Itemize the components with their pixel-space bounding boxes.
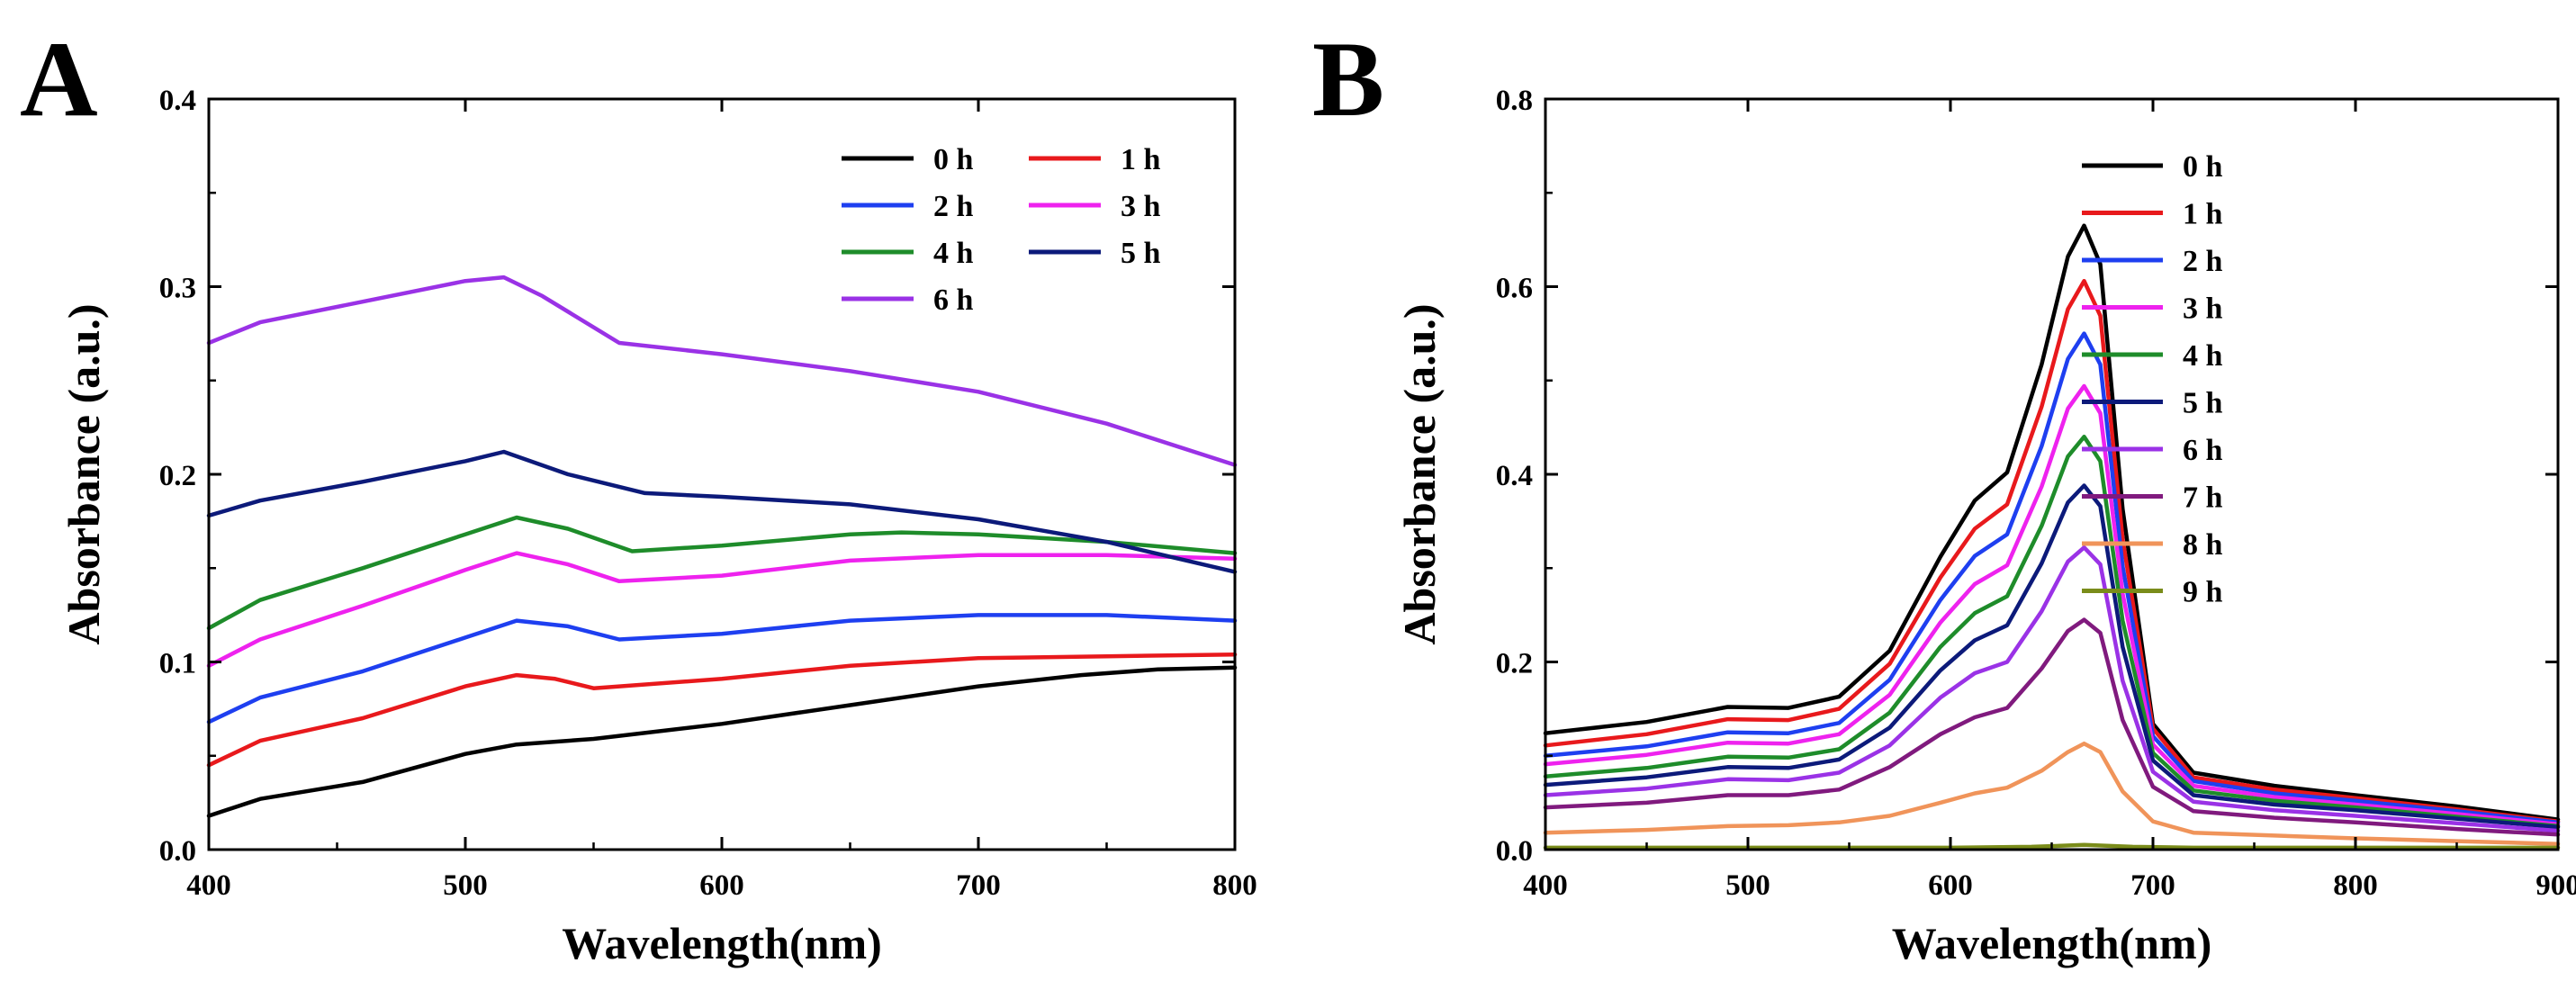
series-line	[1543, 331, 2561, 825]
series-line	[206, 515, 1238, 631]
legend-label: 0 h	[2183, 150, 2223, 184]
y-tick-label: 0.8	[1496, 85, 1533, 117]
x-tick-label: 400	[186, 869, 231, 902]
series-line	[206, 652, 1238, 768]
legend-label: 2 h	[933, 190, 974, 223]
legend-label: 0 h	[933, 143, 974, 176]
legend-label: 1 h	[1121, 143, 1161, 176]
x-tick-label: 700	[2130, 869, 2175, 902]
y-tick-label: 0.0	[1496, 835, 1533, 868]
x-axis-title: Wavelength(nm)	[562, 918, 882, 968]
series-line	[1543, 545, 2561, 833]
x-tick-label: 800	[1212, 869, 1257, 902]
y-tick-label: 0.2	[1496, 648, 1533, 680]
x-tick-label: 700	[956, 869, 1001, 902]
series-line	[206, 665, 1238, 818]
series-line	[206, 449, 1238, 574]
y-tick-label: 0.4	[159, 85, 196, 117]
legend-label: 5 h	[2183, 387, 2223, 420]
x-axis-title: Wavelength(nm)	[1892, 918, 2212, 968]
panel-label: A	[20, 19, 98, 139]
legend-label: 4 h	[2183, 339, 2223, 373]
series-line	[1543, 741, 2561, 846]
legend-label: 6 h	[2183, 434, 2223, 467]
series-line	[1543, 483, 2561, 830]
x-tick-label: 800	[2333, 869, 2378, 902]
y-tick-label: 0.3	[159, 273, 196, 305]
x-tick-label: 600	[1928, 869, 1973, 902]
legend-label: 5 h	[1121, 237, 1161, 270]
series-line	[1543, 842, 2561, 850]
y-tick-label: 0.2	[159, 460, 196, 492]
y-tick-label: 0.1	[159, 648, 196, 680]
series-line	[206, 551, 1238, 668]
x-tick-label: 400	[1523, 869, 1568, 902]
plot-frame	[207, 97, 1237, 851]
series-line	[1543, 435, 2561, 829]
y-tick-label: 0.6	[1496, 273, 1533, 305]
y-axis-title: Absorbance (a.u.)	[59, 303, 109, 644]
series-line	[206, 274, 1238, 467]
legend-label: 1 h	[2183, 198, 2223, 231]
x-tick-label: 900	[2535, 869, 2576, 902]
legend-label: 6 h	[933, 284, 974, 317]
legend: 0 h 1 h 2 h 3 h 4 h 5 h 6 h	[842, 143, 1161, 317]
legend: 0 h 1 h 2 h 3 h 4 h 5 h 6 h 7 h 8 h 9 h	[2082, 150, 2223, 609]
legend-label: 2 h	[2183, 245, 2223, 278]
legend-label: 8 h	[2183, 528, 2223, 562]
series-line	[206, 613, 1238, 724]
panel-label: B	[1312, 19, 1384, 139]
series-line	[1543, 223, 2561, 822]
y-tick-label: 0.4	[1496, 460, 1533, 492]
y-tick-label: 0.0	[159, 835, 196, 868]
series-line	[1543, 617, 2561, 837]
legend-label: 4 h	[933, 237, 974, 270]
series-line	[1543, 383, 2561, 827]
legend-label: 9 h	[2183, 576, 2223, 609]
y-axis-title: Absorbance (a.u.)	[1394, 303, 1445, 644]
legend-label: 7 h	[2183, 482, 2223, 515]
chart-panel-a: A 400 500 600 700 800 0.0 0.1 0.2 0.3 0.4 Wavelengt…	[20, 19, 1257, 968]
x-tick-label: 500	[443, 869, 488, 902]
x-tick-label: 500	[1725, 869, 1770, 902]
legend-label: 3 h	[2183, 292, 2223, 326]
chart-panel-b: B 400 500 600 700 800 900 0.0 0.2 0.4 0.6 0.8 Wavele…	[1312, 19, 2576, 968]
series-line	[1543, 278, 2561, 824]
x-tick-label: 600	[699, 869, 744, 902]
legend-label: 3 h	[1121, 190, 1161, 223]
